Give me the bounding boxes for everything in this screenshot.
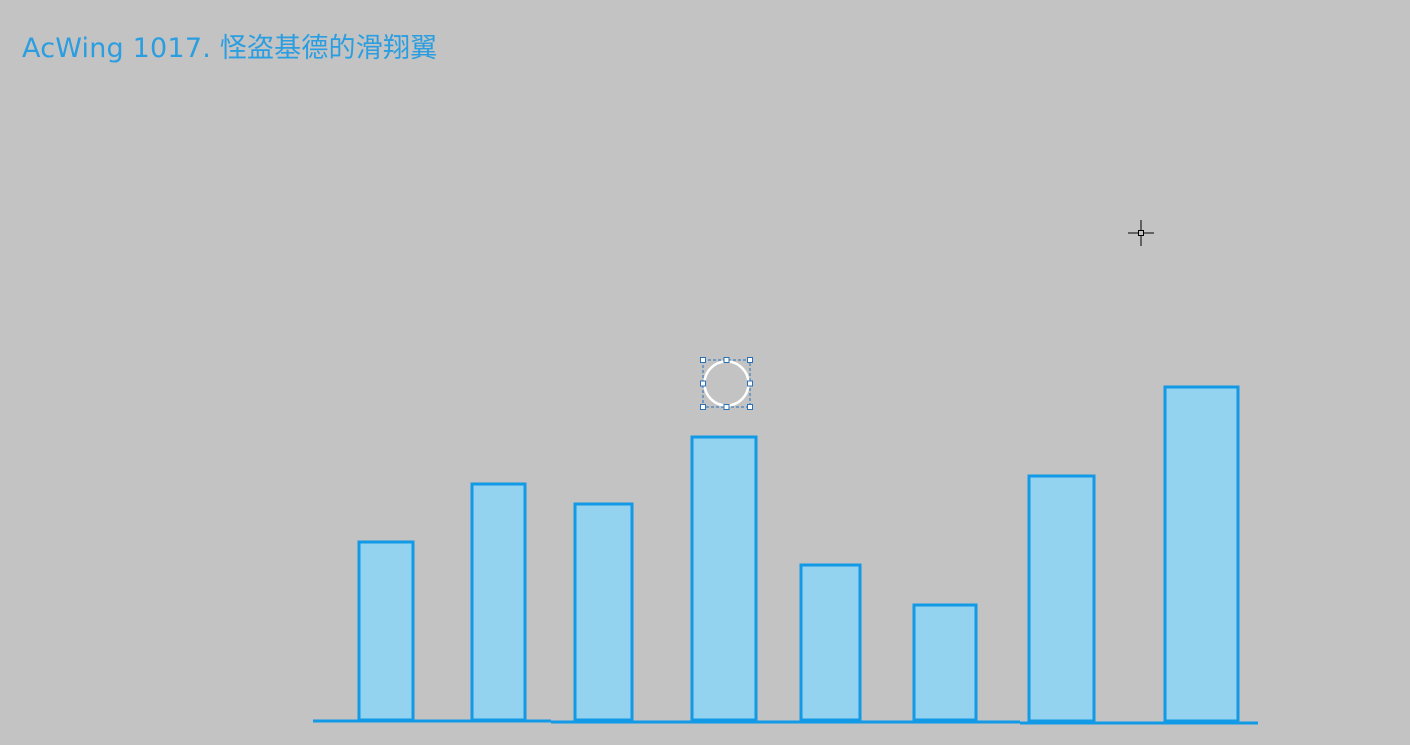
circle-outline bbox=[703, 360, 750, 407]
selection-handle[interactable] bbox=[700, 380, 706, 387]
building-bar[interactable] bbox=[1163, 385, 1240, 723]
page-title: AcWing 1017. 怪盗基德的滑翔翼 bbox=[22, 33, 438, 64]
selection-box bbox=[702, 359, 751, 408]
selected-circle-shape[interactable] bbox=[700, 357, 753, 410]
selection-handle[interactable] bbox=[700, 357, 706, 363]
building-bar[interactable] bbox=[690, 435, 758, 722]
selection-handle[interactable] bbox=[747, 357, 753, 363]
building-bar[interactable] bbox=[912, 603, 978, 722]
selection-handles[interactable] bbox=[700, 357, 753, 410]
selection-handle[interactable] bbox=[723, 404, 730, 410]
ground-line bbox=[313, 719, 1258, 725]
building-bar[interactable] bbox=[573, 502, 634, 722]
selection-handle[interactable] bbox=[747, 404, 753, 410]
building-bar[interactable] bbox=[357, 540, 415, 722]
selection-handle[interactable] bbox=[700, 404, 706, 410]
building-bar[interactable] bbox=[799, 563, 862, 722]
building-bar[interactable] bbox=[1027, 474, 1096, 723]
selection-handle[interactable] bbox=[723, 357, 730, 363]
crosshair-cursor-icon bbox=[1128, 220, 1154, 246]
selection-handle[interactable] bbox=[747, 380, 753, 387]
buildings bbox=[357, 385, 1240, 723]
building-bar[interactable] bbox=[470, 482, 527, 722]
